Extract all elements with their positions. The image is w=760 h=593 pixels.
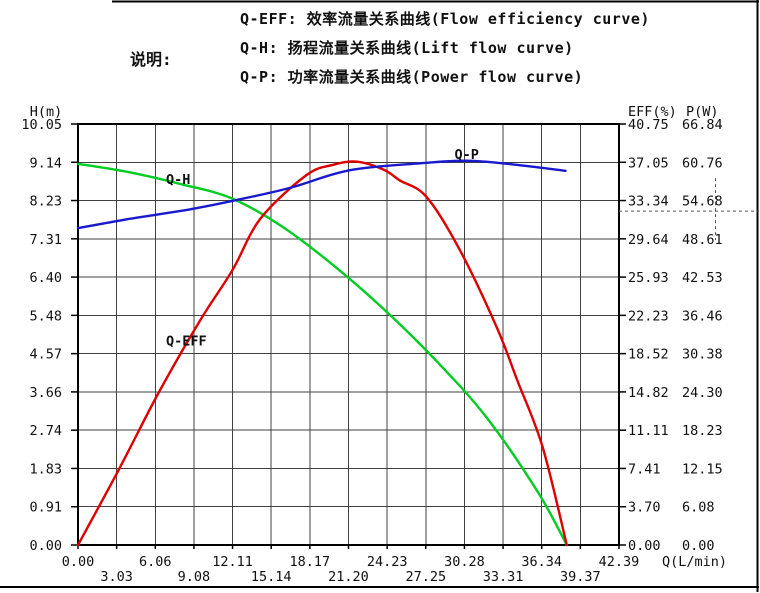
p-axis-tick-label: 24.30 <box>682 385 723 401</box>
p-axis-tick-label: 66.84 <box>682 117 723 133</box>
p-axis-title: P(W) <box>686 104 719 120</box>
p-axis-tick-label: 18.23 <box>682 423 723 439</box>
eff-axis-tick-label: 25.93 <box>628 270 669 286</box>
q-axis-tick-label: 39.37 <box>560 569 601 585</box>
h-axis-tick-label: 1.83 <box>29 461 62 477</box>
eff-axis-tick-label: 18.52 <box>628 347 669 363</box>
q-axis-tick-label: 21.20 <box>328 569 369 585</box>
legend-caption: 说明: <box>130 50 172 69</box>
h-axis-tick-label: 7.31 <box>29 232 62 248</box>
curve-q-p <box>76 159 567 230</box>
h-axis-tick-label: 2.74 <box>29 423 62 439</box>
q-axis-tick-label: 42.39 <box>599 554 640 570</box>
q-axis-tick-label: 30.28 <box>444 554 485 570</box>
curve-label-q-eff: Q-EFF <box>166 334 207 350</box>
h-axis-title: H(m) <box>30 104 63 120</box>
eff-axis-tick-label: 0.00 <box>628 538 661 554</box>
p-axis-tick-label: 0.00 <box>682 538 715 554</box>
q-axis-tick-label: 6.06 <box>139 554 172 570</box>
curve-label-q-p: Q-P <box>454 147 478 163</box>
p-axis-tick-label: 54.68 <box>682 194 723 210</box>
eff-axis-tick-label: 37.05 <box>628 155 669 171</box>
p-axis-tick-label: 42.53 <box>682 270 723 286</box>
q-axis-tick-label: 36.34 <box>521 554 562 570</box>
legend-line-q-p: Q-P: 功率流量关系曲线(Power flow curve) <box>240 68 584 86</box>
h-axis-tick-label: 5.48 <box>29 308 62 324</box>
eff-axis-tick-label: 3.70 <box>628 500 661 516</box>
eff-axis-tick-label: 33.34 <box>628 194 669 210</box>
eff-axis-title: EFF(%) <box>628 104 677 120</box>
curve-q-eff <box>76 160 569 547</box>
p-axis-tick-label: 30.38 <box>682 347 723 363</box>
q-axis-title: Q(L/min) <box>662 554 727 570</box>
h-axis-tick-label: 9.14 <box>29 155 62 171</box>
legend-line-q-h: Q-H: 扬程流量关系曲线(Lift flow curve) <box>240 39 574 57</box>
q-axis-tick-label: 24.23 <box>367 554 408 570</box>
p-axis-tick-label: 36.46 <box>682 308 723 324</box>
h-axis-tick-label: 10.05 <box>21 117 62 133</box>
eff-axis-tick-label: 14.82 <box>628 385 669 401</box>
h-axis-tick-label: 4.57 <box>29 347 62 363</box>
q-axis-tick-label: 27.25 <box>405 569 446 585</box>
legend-line-q-eff: Q-EFF: 效率流量关系曲线(Flow efficiency curve) <box>240 10 650 28</box>
p-axis-tick-label: 48.61 <box>682 232 723 248</box>
p-axis-tick-label: 60.76 <box>682 155 723 171</box>
curve-label-q-h: Q-H <box>166 172 190 188</box>
eff-axis-tick-label: 7.41 <box>628 461 661 477</box>
h-axis-tick-label: 8.23 <box>29 194 62 210</box>
q-axis-tick-label: 15.14 <box>251 569 292 585</box>
p-axis-tick-label: 12.15 <box>682 461 723 477</box>
curve-q-h <box>76 162 569 547</box>
q-axis-tick-label: 3.03 <box>100 569 133 585</box>
q-axis-tick-label: 12.11 <box>212 554 253 570</box>
q-axis-tick-label: 33.31 <box>483 569 524 585</box>
eff-axis-tick-label: 11.11 <box>628 423 669 439</box>
h-axis-tick-label: 3.66 <box>29 385 62 401</box>
h-axis-tick-label: 0.00 <box>29 538 62 554</box>
h-axis-tick-label: 0.91 <box>29 500 62 516</box>
h-axis-tick-label: 6.40 <box>29 270 62 286</box>
p-axis-tick-label: 6.08 <box>682 500 715 516</box>
q-axis-tick-label: 9.08 <box>178 569 211 585</box>
q-axis-tick-label: 18.17 <box>290 554 331 570</box>
eff-axis-tick-label: 29.64 <box>628 232 669 248</box>
eff-axis-tick-label: 40.75 <box>628 117 669 133</box>
q-axis-tick-label: 0.00 <box>62 554 95 570</box>
eff-axis-tick-label: 22.23 <box>628 308 669 324</box>
